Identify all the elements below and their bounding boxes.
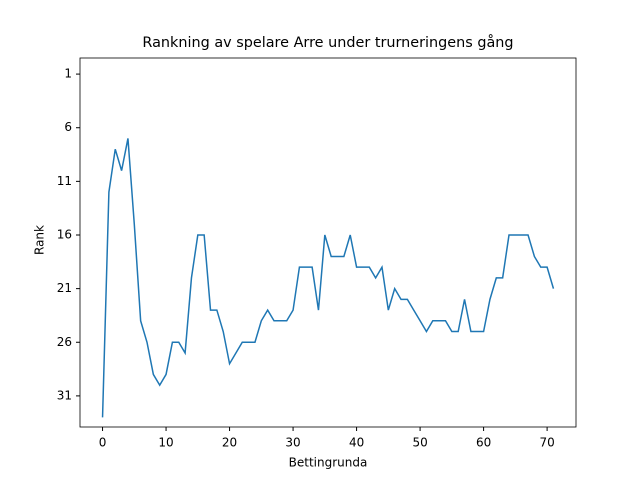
plot-frame xyxy=(79,57,577,428)
x-tick-label: 60 xyxy=(476,436,491,450)
x-tick-label: 0 xyxy=(99,436,107,450)
x-tick-label: 20 xyxy=(222,436,237,450)
y-tick-label: 1 xyxy=(64,67,72,81)
y-tick-label: 26 xyxy=(57,335,72,349)
x-tick-label: 10 xyxy=(158,436,173,450)
y-axis-label: Rank xyxy=(33,225,47,255)
y-tick-label: 16 xyxy=(57,227,72,241)
x-axis-label: Bettingrunda xyxy=(289,456,368,470)
y-tick-label: 11 xyxy=(57,174,72,188)
x-tick-label: 30 xyxy=(285,436,300,450)
x-tick-label: 70 xyxy=(539,436,554,450)
y-tick-label: 21 xyxy=(57,281,72,295)
y-tick-label: 6 xyxy=(64,120,72,134)
data-line xyxy=(101,138,555,418)
chart-title: Rankning av spelare Arre under trurnerin… xyxy=(142,34,513,51)
y-tick-label: 31 xyxy=(57,388,72,402)
x-tick-label: 40 xyxy=(349,436,364,450)
x-tick-label: 50 xyxy=(412,436,427,450)
